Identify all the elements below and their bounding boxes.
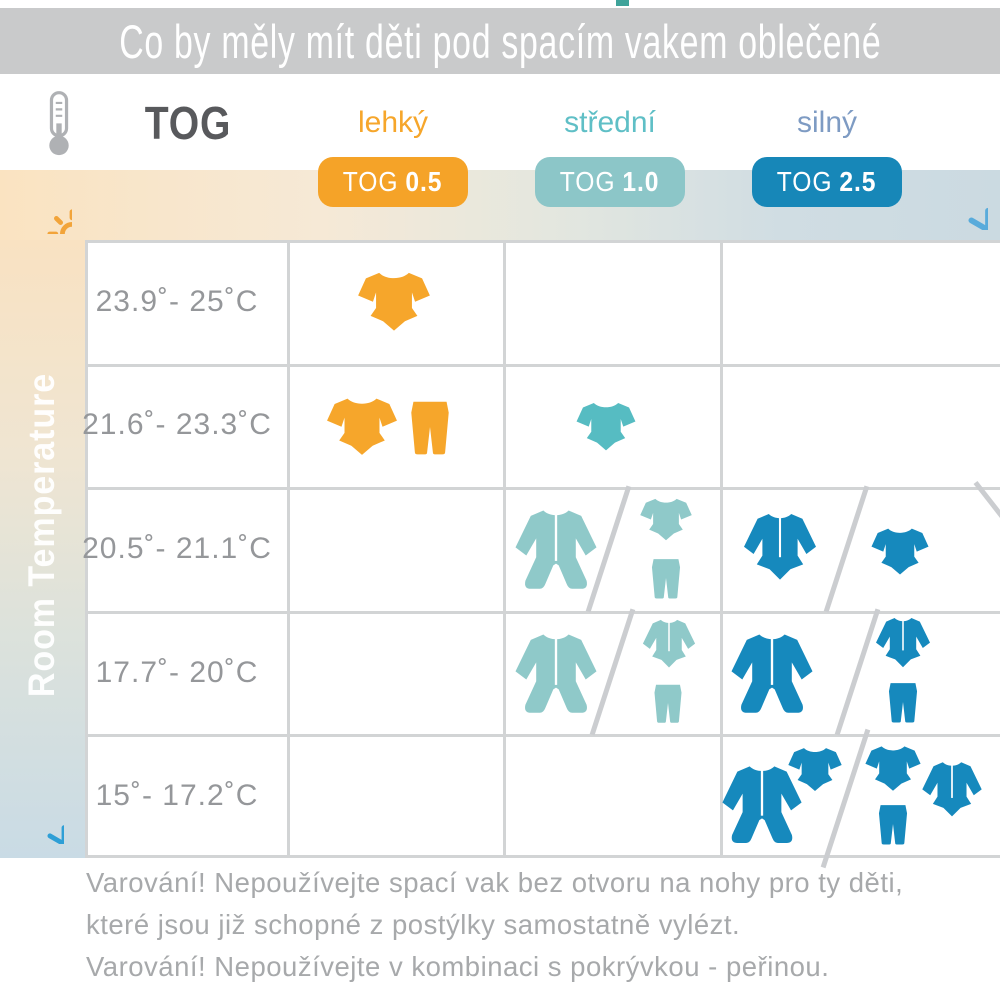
snowflake-icon [936,178,988,230]
pants-icon [642,677,694,729]
grid-vline [503,240,506,858]
bodysuit-short-icon [863,738,923,798]
room-temperature-label: Room Temperature [21,372,62,698]
tog-badge-text: TOG 2.5 [777,166,877,197]
sleepsuit-icon [511,506,601,596]
snowflake-icon [20,800,64,844]
option-separator-slash [823,485,869,613]
tog-badge-text: TOG 1.0 [560,166,660,197]
grid-hline [85,487,1000,490]
warning-line: Varování! Nepoužívejte spací vak bez otv… [86,867,904,898]
pants-icon [876,675,930,729]
column-header-light: lehký [357,106,429,139]
bodysuit-short-icon [638,491,694,547]
column-header-medium: střední [564,106,656,139]
top-accent-notch [616,0,629,6]
tog-badge-light: TOG 0.5 [318,157,468,207]
warning-line: Varování! Nepoužívejte v kombinaci s pok… [86,951,830,982]
grid-hline [85,611,1000,614]
thermometer-icon [36,90,82,160]
page-title: Co by měly mít děti pod spacím vakem obl… [118,14,882,68]
temp-range-label: 20.5˚- 21.1˚C [82,532,272,565]
tog-badge-text: TOG 0.5 [343,166,443,197]
grid-vline [287,240,290,858]
pants-icon [639,551,693,605]
temp-range-label: 17.7˚- 20˚C [95,655,259,689]
bodysuit-short-icon [324,388,400,464]
tog-column-title: TOG [144,97,232,149]
warning-text-block: Varování! Nepoužívejte spací vak bez otv… [86,866,986,992]
sleepsuit-icon [727,630,817,720]
grid-hline [85,855,1000,858]
bodysuit-short-icon [869,520,931,582]
room-temperature-sidebar [0,240,85,858]
bodysuit-short-icon [355,262,433,340]
title-bar: Co by měly mít děti pod spacím vakem obl… [0,8,1000,74]
sleepsuit-icon [511,630,601,720]
grid-hline [85,364,1000,367]
bodysuit-short-icon [786,740,844,798]
grid-hline [85,240,1000,243]
grid-vline [720,240,723,858]
warning-line: které jsou již schopné z postýlky samost… [86,909,741,940]
temp-range-label: 21.6˚- 23.3˚C [82,408,272,442]
pants-icon [866,797,920,851]
bodysuit-short-icon [574,394,638,458]
grid-hline [85,734,1000,737]
bodysuit-long-icon [873,615,933,675]
tog-badge-medium: TOG 1.0 [535,157,685,207]
bodysuit-long-icon [740,510,820,590]
bodysuit-long-icon [640,617,698,675]
column-header-strong: silný [796,106,857,139]
bodysuit-long-icon [919,759,985,825]
grid-vline [85,240,88,858]
sun-icon [12,174,72,234]
tog-badge-strong: TOG 2.5 [752,157,902,207]
temp-range-label: 23.9˚- 25˚C [95,284,259,318]
temp-range-label: 15˚- 17.2˚C [95,779,259,813]
pants-icon [394,391,466,463]
